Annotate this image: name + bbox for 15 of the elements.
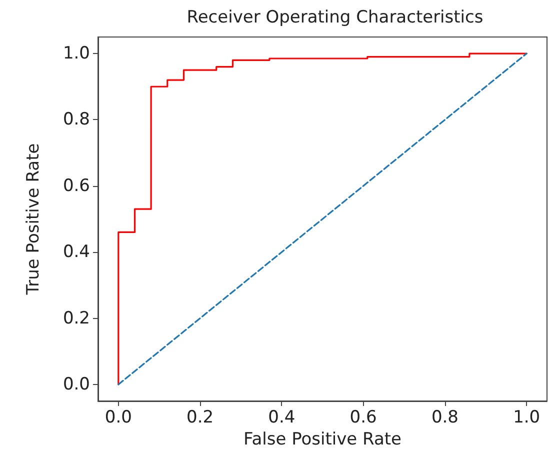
y-tick-label: 0.2: [62, 308, 90, 328]
x-tick-label: 0.6: [350, 408, 377, 428]
x-tick-label: 0.2: [186, 408, 214, 428]
x-tick-label: 1.0: [513, 408, 540, 428]
y-tick-label: 0.8: [62, 110, 90, 130]
y-tick-label: 0.6: [62, 176, 90, 196]
y-tick-label: 0.0: [62, 374, 90, 394]
x-tick-label: 0.0: [104, 408, 132, 428]
y-tick-label: 0.4: [62, 242, 90, 262]
y-axis-title: True Positive Rate: [24, 143, 44, 296]
x-tick-label: 0.4: [268, 408, 296, 428]
x-tick-label: 0.8: [431, 408, 458, 428]
chart-title: Receiver Operating Characteristics: [186, 8, 484, 28]
x-axis-title: False Positive Rate: [244, 429, 402, 450]
y-tick-label: 1.0: [62, 44, 90, 64]
